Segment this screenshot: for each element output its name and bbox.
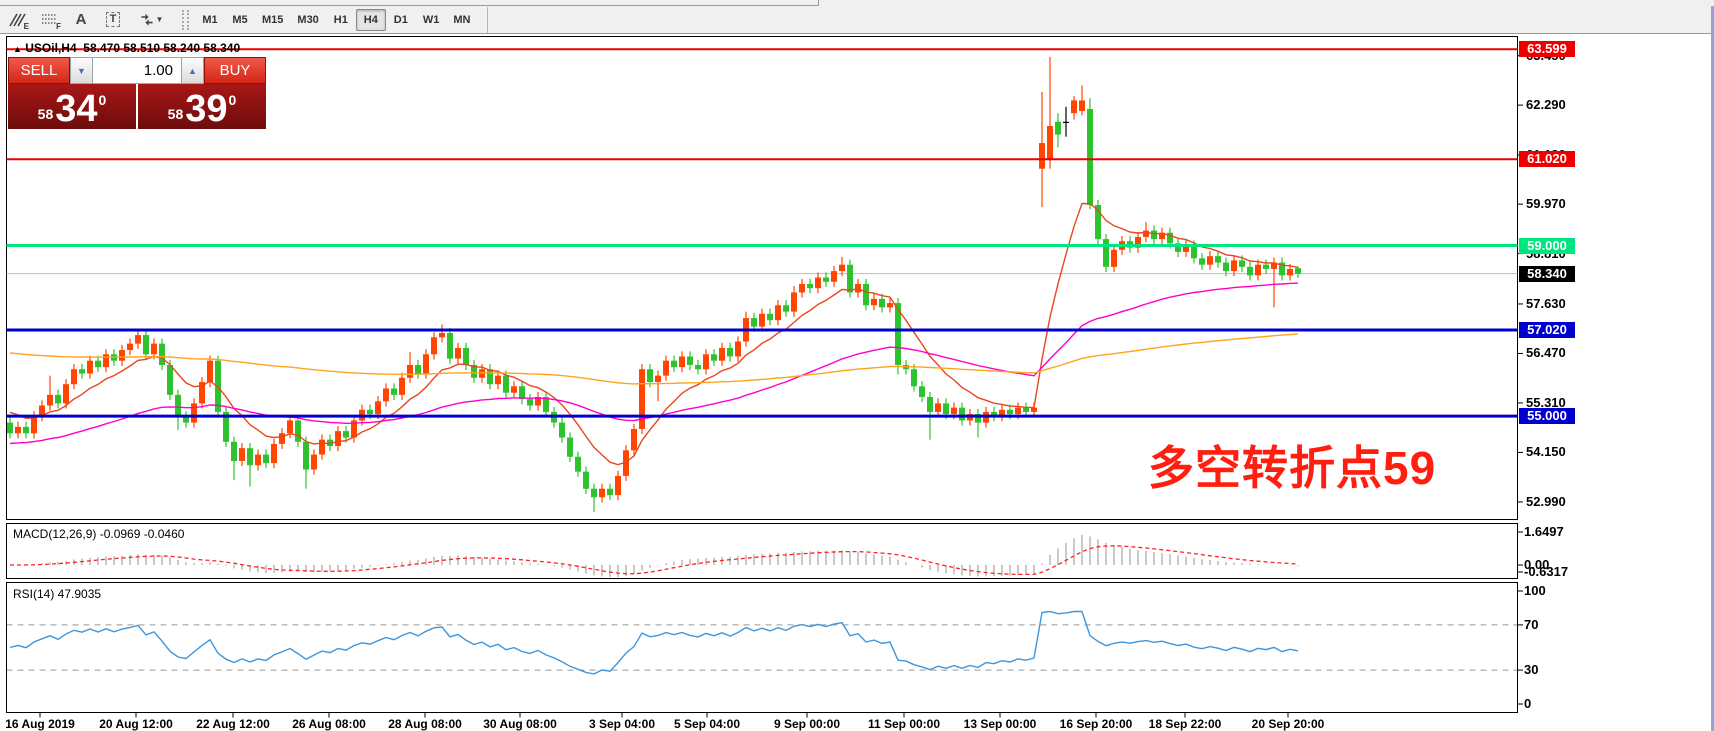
draw-tool-icon xyxy=(9,13,26,26)
toolbar-grip[interactable] xyxy=(182,9,189,30)
timeframe-button-d1[interactable]: D1 xyxy=(393,13,408,26)
price-tick-label: 55.310 xyxy=(1526,394,1566,410)
time-axis-label: 20 Sep 20:00 xyxy=(1251,717,1325,731)
rsi-tick-label: 0 xyxy=(1524,696,1532,711)
chart-title: ▲ USOil,H4 58.470 58.510 58.240 58.340 xyxy=(13,41,240,55)
timeframe-button-m15[interactable]: M15 xyxy=(262,13,284,26)
macd-group xyxy=(10,534,1299,577)
chart-annotation: 多空转折点59 xyxy=(1148,442,1437,494)
draw-tool-sub: E xyxy=(23,21,29,31)
rsi-tick-label: 30 xyxy=(1524,662,1539,678)
label-tool-icon: T xyxy=(105,12,121,27)
rsi-tick-label: 70 xyxy=(1524,616,1539,632)
buy-price-big: 39 xyxy=(185,88,228,130)
draw-tool-button[interactable]: E xyxy=(2,8,32,32)
time-axis-label: 30 Aug 08:00 xyxy=(483,717,557,731)
price-tick-label: 62.290 xyxy=(1526,97,1566,113)
price-tick-label: 56.470 xyxy=(1526,345,1566,361)
price-tick-label: 57.630 xyxy=(1526,295,1566,311)
volume-input[interactable] xyxy=(93,57,181,84)
price-tick-label: 54.150 xyxy=(1526,444,1566,460)
macd-tick-label: 0.00 xyxy=(1524,557,1550,572)
price-level-badge: 55.000 xyxy=(1519,408,1575,425)
sell-button[interactable]: SELL xyxy=(8,57,70,84)
macd-tick-label: 1.6497 xyxy=(1524,524,1564,539)
slow-ma-line xyxy=(9,333,1299,385)
chevron-down-icon: ▼ xyxy=(155,15,164,24)
grid-tool-button[interactable]: F xyxy=(34,8,64,32)
arrange-tool-icon xyxy=(140,13,153,26)
price-level-badge: 57.020 xyxy=(1519,321,1575,338)
main-toolbar: E F A T ▼ M1 M5 M15 M30 H1 H4 D1 W1 MN xyxy=(0,6,1714,34)
time-axis-label: 26 Aug 08:00 xyxy=(292,717,366,731)
fast-ma-line xyxy=(9,202,1299,466)
price-level-badge: 61.020 xyxy=(1519,151,1575,168)
time-axis-label: 3 Sep 04:00 xyxy=(588,717,656,731)
grid-tool-icon xyxy=(41,14,57,24)
macd-signal-line xyxy=(10,545,1299,576)
price-level-badge: 63.599 xyxy=(1519,41,1575,58)
macd-tick-label: -0.6317 xyxy=(1524,564,1569,579)
sell-price-big: 34 xyxy=(55,88,98,130)
timeframe-button-m30[interactable]: M30 xyxy=(297,13,319,26)
buy-price-small: 58 xyxy=(167,106,184,122)
buy-button[interactable]: BUY xyxy=(204,57,266,84)
time-axis-label: 16 Sep 20:00 xyxy=(1059,717,1133,731)
time-axis-label: 11 Sep 00:00 xyxy=(867,717,941,731)
sell-price-sup: 0 xyxy=(98,92,107,108)
panel-frame xyxy=(6,582,1518,713)
rsi-tick-label: 100 xyxy=(1524,583,1546,598)
rsi-indicator-label: RSI(14) 47.9035 xyxy=(13,587,102,601)
panel-frame xyxy=(6,36,1518,520)
toolbar-separator xyxy=(487,6,489,33)
arrange-tool-button[interactable]: ▼ xyxy=(130,8,172,32)
time-axis-label: 16 Aug 2019 xyxy=(5,717,75,731)
time-axis-label: 13 Sep 00:00 xyxy=(963,717,1037,731)
rsi-group xyxy=(7,610,1517,675)
candles-group xyxy=(7,56,1301,512)
timeframe-button-mn[interactable]: MN xyxy=(453,13,471,26)
time-axis-label: 20 Aug 12:00 xyxy=(99,717,173,731)
symbol-label: USOil,H4 xyxy=(25,41,77,55)
text-tool-button[interactable]: A xyxy=(66,8,96,32)
timeframe-button-m5[interactable]: M5 xyxy=(232,13,248,26)
volume-increase-button[interactable]: ▲ xyxy=(181,57,204,84)
time-axis-label: 22 Aug 12:00 xyxy=(196,717,270,731)
timeframe-button-h4[interactable]: H4 xyxy=(355,8,386,31)
time-axis-label: 5 Sep 04:00 xyxy=(673,717,741,731)
rsi-line xyxy=(9,610,1299,675)
timeframe-button-m1[interactable]: M1 xyxy=(202,13,218,26)
one-click-trade-widget: SELL ▼ ▲ BUY 58 34 0 58 39 0 xyxy=(8,57,266,129)
buy-price-sup: 0 xyxy=(228,92,237,108)
sell-price-tile[interactable]: 58 34 0 xyxy=(8,84,136,129)
collapse-arrow-icon: ▲ xyxy=(13,44,22,54)
volume-decrease-button[interactable]: ▼ xyxy=(70,57,93,84)
timeframe-button-w1[interactable]: W1 xyxy=(422,13,440,26)
window-chrome-strip xyxy=(0,0,1714,6)
medium-ma-line xyxy=(9,282,1299,445)
time-axis-label: 9 Sep 00:00 xyxy=(773,717,841,731)
time-axis-label: 18 Sep 22:00 xyxy=(1148,717,1222,731)
price-level-badge: 59.000 xyxy=(1519,237,1575,254)
ohlc-values: 58.470 58.510 58.240 58.340 xyxy=(83,41,241,55)
label-tool-button[interactable]: T xyxy=(98,8,128,32)
price-tick-label: 59.970 xyxy=(1526,196,1566,212)
price-tick-label: 52.990 xyxy=(1526,493,1566,509)
text-tool-icon: A xyxy=(75,11,87,28)
timeframe-button-h1[interactable]: H1 xyxy=(333,13,348,26)
grid-tool-sub: F xyxy=(56,21,61,31)
sell-price-small: 58 xyxy=(37,106,54,122)
price-level-badge: 58.340 xyxy=(1519,265,1575,282)
macd-indicator-label: MACD(12,26,9) -0.0969 -0.0460 xyxy=(13,527,185,541)
time-axis-label: 28 Aug 08:00 xyxy=(388,717,462,731)
timeframe-button-group: M1 M5 M15 M30 H1 H4 D1 W1 MN xyxy=(195,8,477,31)
buy-price-tile[interactable]: 58 39 0 xyxy=(138,84,266,129)
panel-frame xyxy=(6,523,1518,579)
window-right-edge xyxy=(1711,6,1714,731)
